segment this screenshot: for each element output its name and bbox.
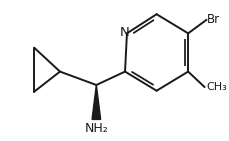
Text: N: N	[120, 26, 129, 39]
Polygon shape	[92, 85, 100, 119]
Text: CH₃: CH₃	[205, 82, 226, 92]
Text: NH₂: NH₂	[84, 122, 108, 135]
Text: Br: Br	[206, 13, 219, 27]
